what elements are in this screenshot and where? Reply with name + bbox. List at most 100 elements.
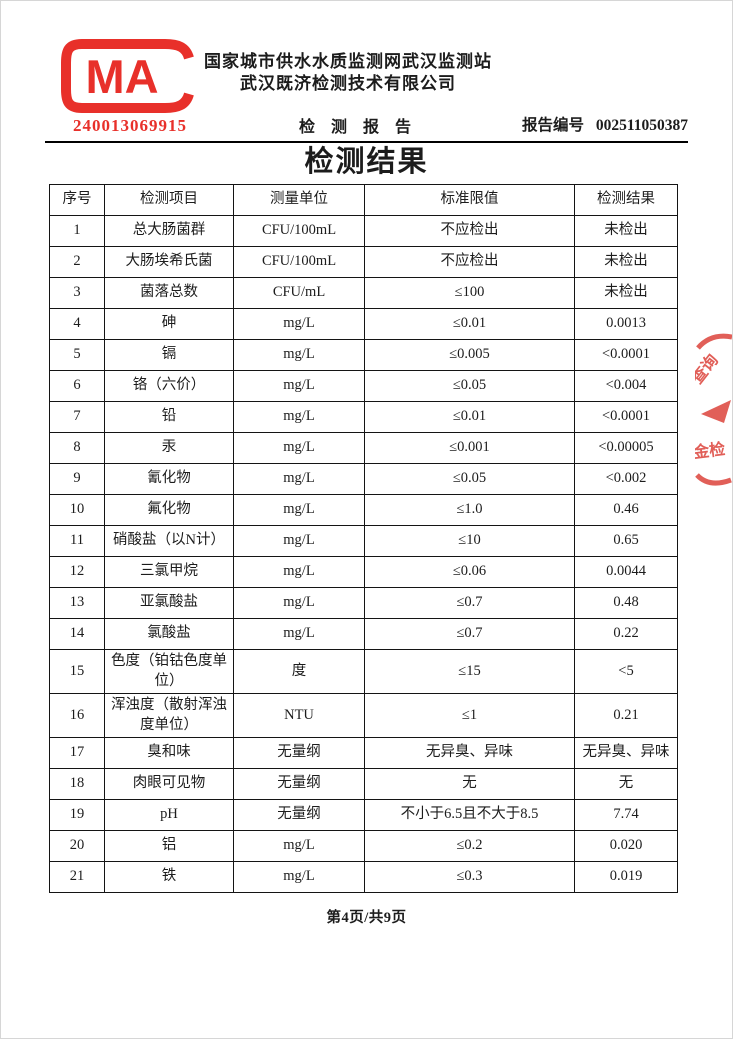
table-cell: 7.74 <box>574 799 678 832</box>
table-cell: ≤0.7 <box>364 618 575 650</box>
table-cell: 0.22 <box>574 618 678 650</box>
table-cell: 2 <box>49 246 105 278</box>
table-cell: 12 <box>49 556 105 588</box>
table-row: 11 硝酸盐（以N计） mg/L ≤10 0.65 <box>49 525 678 557</box>
page-footer: 第4页/共9页 <box>45 906 688 927</box>
table-cell: 铝 <box>104 830 234 863</box>
table-cell: ≤10 <box>364 525 575 557</box>
page-number: 第4页/共9页 <box>326 910 407 927</box>
report-title-line: 检 测 报 告 报告编号 002511050387 <box>45 113 688 137</box>
report-number: 002511050387 <box>595 117 688 134</box>
table-cell: ≤15 <box>364 648 575 695</box>
table-cell: 亚氯酸盐 <box>104 587 234 619</box>
table-cell: 0.020 <box>574 830 678 863</box>
column-header: 检测项目 <box>104 184 234 216</box>
table-cell: ≤1.0 <box>364 494 575 526</box>
table-cell: mg/L <box>233 525 365 557</box>
table-cell: 0.0013 <box>574 308 678 340</box>
table-cell: 7 <box>49 401 105 433</box>
table-cell: <0.004 <box>574 370 678 402</box>
table-cell: 铅 <box>104 401 234 433</box>
table-cell: 总大肠菌群 <box>104 215 234 247</box>
table-cell: <5 <box>574 648 678 695</box>
cma-logo-icon: MA <box>59 37 201 115</box>
table-cell: mg/L <box>233 556 365 588</box>
table-row: 8 汞 mg/L ≤0.001 <0.00005 <box>49 432 678 464</box>
table-row: 6 铬（六价） mg/L ≤0.05 <0.004 <box>49 370 678 402</box>
table-cell: ≤0.2 <box>364 830 575 863</box>
table-cell: 无 <box>574 768 678 801</box>
table-cell: 21 <box>49 861 105 894</box>
table-row: 21 铁 mg/L ≤0.3 0.019 <box>49 861 678 894</box>
table-cell: 大肠埃希氏菌 <box>104 246 234 278</box>
table-cell: 1 <box>49 215 105 247</box>
table-cell: 汞 <box>104 432 234 464</box>
table-cell: ≤0.01 <box>364 401 575 433</box>
table-cell: 0.65 <box>574 525 678 557</box>
table-row: 4 砷 mg/L ≤0.01 0.0013 <box>49 308 678 340</box>
organization-names: 国家城市供水水质监测网武汉监测站 武汉既济检测技术有限公司 <box>204 51 492 95</box>
table-cell: <0.00005 <box>574 432 678 464</box>
cma-logo-letters: MA <box>85 50 158 103</box>
report-number-label: 报告编号 <box>521 117 584 134</box>
table-row: 1 总大肠菌群 CFU/100mL 不应检出 未检出 <box>49 215 678 247</box>
column-header: 标准限值 <box>364 184 575 216</box>
table-cell: mg/L <box>233 587 365 619</box>
column-header: 测量单位 <box>233 184 365 216</box>
table-cell: 18 <box>49 768 105 801</box>
table-cell: ≤100 <box>364 277 575 309</box>
cma-badge: MA 240013069915 <box>59 37 201 136</box>
table-cell: 未检出 <box>574 277 678 309</box>
table-row: 20 铝 mg/L ≤0.2 0.020 <box>49 830 678 863</box>
table-cell: 6 <box>49 370 105 402</box>
table-row: 2 大肠埃希氏菌 CFU/100mL 不应检出 未检出 <box>49 246 678 278</box>
table-cell: 15 <box>49 648 105 695</box>
table-cell: 14 <box>49 618 105 650</box>
table-cell: <0.002 <box>574 463 678 495</box>
table-row: 14 氯酸盐 mg/L ≤0.7 0.22 <box>49 618 678 650</box>
table-cell: mg/L <box>233 401 365 433</box>
table-cell: 0.0044 <box>574 556 678 588</box>
table-cell: mg/L <box>233 463 365 495</box>
table-cell: 8 <box>49 432 105 464</box>
table-cell: mg/L <box>233 339 365 371</box>
table-cell: 0.21 <box>574 693 678 739</box>
table-cell: 0.46 <box>574 494 678 526</box>
table-cell: 17 <box>49 737 105 770</box>
table-cell: pH <box>104 799 234 832</box>
table-cell: NTU <box>233 693 365 739</box>
table-row: 9 氰化物 mg/L ≤0.05 <0.002 <box>49 463 678 495</box>
table-row: 13 亚氯酸盐 mg/L ≤0.7 0.48 <box>49 587 678 619</box>
table-row: 5 镉 mg/L ≤0.005 <0.0001 <box>49 339 678 371</box>
table-cell: ≤0.3 <box>364 861 575 894</box>
table-cell: mg/L <box>233 830 365 863</box>
table-cell: mg/L <box>233 861 365 894</box>
table-cell: CFU/100mL <box>233 215 365 247</box>
table-row: 15 色度（铂钴色度单位）度 ≤15 <5 <box>49 648 678 695</box>
table-cell: <0.0001 <box>574 401 678 433</box>
table-cell: mg/L <box>233 370 365 402</box>
table-cell: 氟化物 <box>104 494 234 526</box>
table-row: 10 氟化物 mg/L ≤1.0 0.46 <box>49 494 678 526</box>
table-cell: 未检出 <box>574 246 678 278</box>
table-cell: ≤0.01 <box>364 308 575 340</box>
table-row: 12 三氯甲烷 mg/L ≤0.06 0.0044 <box>49 556 678 588</box>
page-content: MA 240013069915 国家城市供水水质监测网武汉监测站 武汉既济检测技… <box>1 1 732 927</box>
table-cell: 镉 <box>104 339 234 371</box>
table-row: 19 pH 无量纲 不小于6.5且不大于8.5 7.74 <box>49 799 678 832</box>
table-cell: 19 <box>49 799 105 832</box>
table-cell: 11 <box>49 525 105 557</box>
table-cell: 13 <box>49 587 105 619</box>
table-cell: ≤0.05 <box>364 370 575 402</box>
table-cell: 度 <box>233 648 365 695</box>
results-table-body: 1 总大肠菌群 CFU/100mL 不应检出 未检出 2 大肠埃希氏菌 CFU/100mL 不应… <box>49 215 678 894</box>
table-cell: ≤0.005 <box>364 339 575 371</box>
table-cell: 砷 <box>104 308 234 340</box>
report-title: 检 测 报 告 <box>298 119 418 136</box>
table-cell: 16 <box>49 693 105 739</box>
table-cell: 肉眼可见物 <box>104 768 234 801</box>
table-cell: 色度（铂钴色度单位） <box>104 648 234 695</box>
table-cell: CFU/mL <box>233 277 365 309</box>
table-cell: 无 <box>364 768 575 801</box>
